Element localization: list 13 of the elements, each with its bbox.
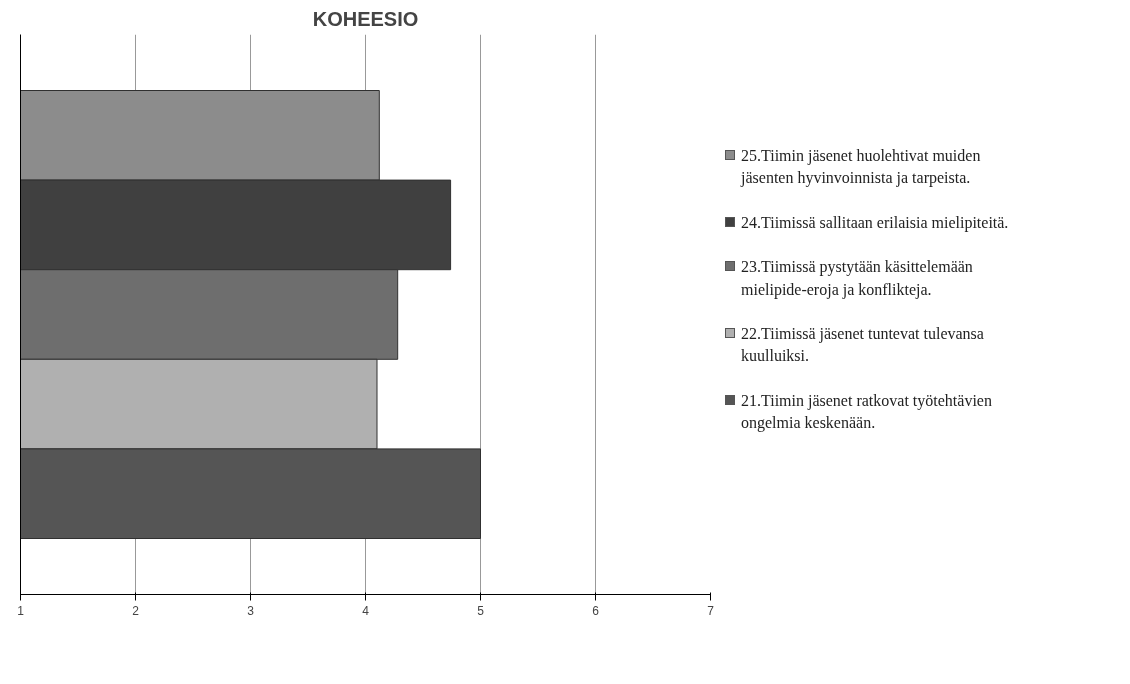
legend-label: 25.Tiimin jäsenet huolehtivat muiden jäsenten hyvinvoinnista ja tarpeista.: [741, 146, 982, 189]
x-tick-label: 5: [477, 603, 485, 618]
legend-label: 22.Tiimissä jäsenet tuntevat tulevansa kuulluiksi.: [741, 323, 985, 367]
legend-label: 23.Tiimissä pystytään käsittelemään mielipide-eroja ja konflikteja.: [741, 257, 974, 301]
legend-label: 24.Tiimissä sallitaan erilaisia mielipiteitä.: [741, 212, 1009, 234]
legend-label: 21.Tiimin jäsenet ratkovat työtehtävien ongelmia keskenään.: [741, 390, 993, 434]
x-tick-label: 7: [707, 603, 715, 618]
x-tick-label: 1: [17, 603, 25, 618]
x-tick-label: 2: [132, 603, 140, 618]
x-tick-label: 4: [362, 603, 370, 618]
x-tick-label: 6: [592, 603, 600, 618]
x-tick-label: 3: [247, 603, 255, 618]
chart-title: KOHEESIO: [312, 7, 419, 30]
